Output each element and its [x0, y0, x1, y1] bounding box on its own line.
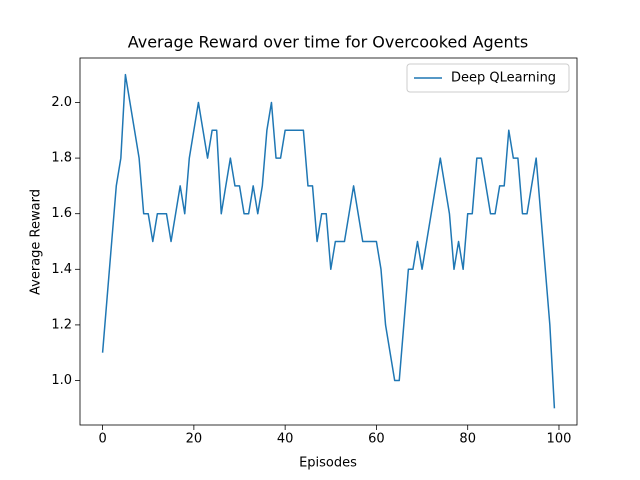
y-axis-label: Average Reward	[29, 189, 44, 295]
x-tick-label: 60	[368, 432, 385, 447]
x-tick-label: 40	[277, 432, 294, 447]
x-tick-label: 100	[547, 432, 572, 447]
y-tick-label: 1.4	[51, 262, 72, 277]
legend-box	[406, 63, 570, 93]
plot-frame	[79, 57, 578, 426]
y-tick-label: 1.6	[51, 206, 72, 221]
y-tick-label: 1.8	[51, 151, 72, 166]
data-line	[101, 73, 556, 409]
chart-title: Average Reward over time for Overcooked …	[128, 33, 529, 52]
x-tick-label: 0	[98, 432, 106, 447]
y-tick-label: 1.2	[51, 317, 72, 332]
x-tick-label: 20	[186, 432, 203, 447]
y-tick-label: 2.0	[51, 95, 72, 110]
x-tick-label: 80	[459, 432, 476, 447]
x-axis-label: Episodes	[299, 456, 357, 471]
y-tick-label: 1.0	[51, 373, 72, 388]
legend-label: Deep QLearning	[451, 71, 556, 86]
